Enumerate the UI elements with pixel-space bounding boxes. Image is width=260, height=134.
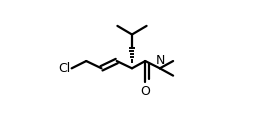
Text: O: O [140, 85, 150, 98]
Text: Cl: Cl [58, 62, 71, 75]
Text: N: N [155, 54, 165, 67]
